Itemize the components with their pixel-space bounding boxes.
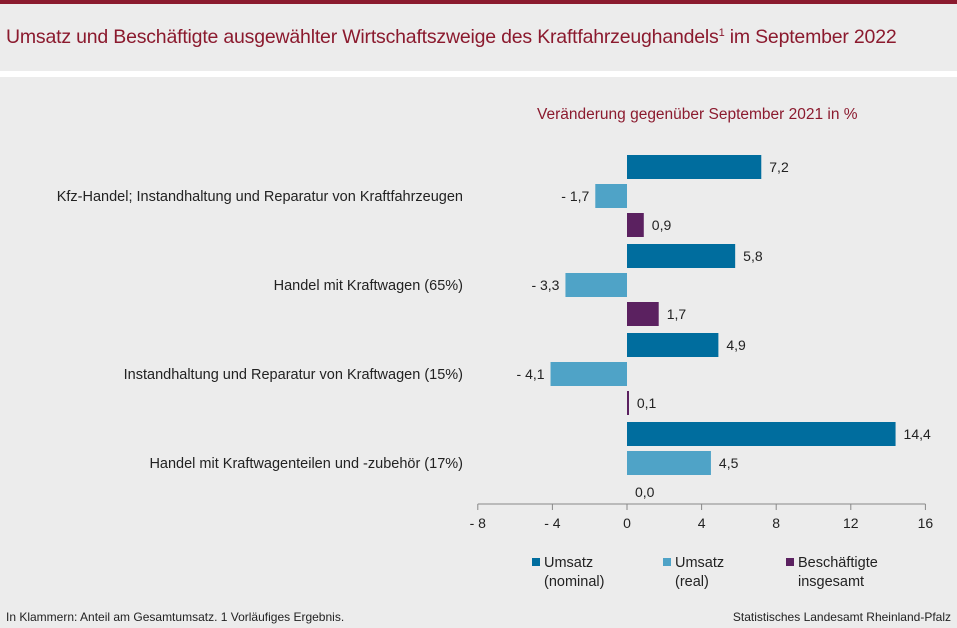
data-label: 0,0 [635,484,655,500]
legend-swatch [663,558,671,566]
data-label: - 1,7 [561,188,589,204]
top-accent-bar [0,0,957,4]
data-label: - 3,3 [531,277,559,293]
data-label: 5,8 [743,248,763,264]
data-label: 0,1 [637,395,657,411]
chart-title: Umsatz und Beschäftigte ausgewählter Wir… [6,26,897,49]
category-label: Instandhaltung und Reparatur von Kraftwa… [124,367,463,383]
category-label: Handel mit Kraftwagen (65%) [274,278,463,294]
bar [627,244,736,268]
bar [627,391,629,415]
chart-subtitle: Veränderung gegenüber September 2021 in … [537,106,858,123]
legend-swatch [532,558,540,566]
source-credit: Statistisches Landesamt Rheinland-Pfalz [732,610,951,624]
title-footnote-mark: 1 [718,27,725,39]
footnote: In Klammern: Anteil am Gesamtumsatz. 1 V… [6,610,345,624]
x-tick-label: 16 [918,515,934,531]
bar [627,451,711,475]
legend-swatch [786,558,794,566]
category-label: Kfz-Handel; Instandhaltung und Reparatur… [57,189,463,205]
x-tick-label: 12 [843,515,859,531]
data-label: - 4,1 [517,366,545,382]
legend-label: insgesamt [798,574,864,590]
data-label: 14,4 [904,426,931,442]
bar [627,333,719,357]
x-tick-label: - 8 [470,515,487,531]
bar [627,155,762,179]
data-label: 0,9 [652,217,672,233]
data-label: 7,2 [769,159,789,175]
bar [627,213,644,237]
legend-label: Umsatz [544,555,593,571]
bar [595,184,627,208]
legend-label: (nominal) [544,574,604,590]
x-tick-label: 0 [623,515,631,531]
category-label: Handel mit Kraftwagenteilen und -zubehör… [149,456,463,472]
data-label: 4,5 [719,455,739,471]
legend-label: Umsatz [675,555,724,571]
title-tail: im September 2022 [724,26,897,48]
title-main: Umsatz und Beschäftigte ausgewählter Wir… [6,26,719,48]
legend-label: (real) [675,574,709,590]
x-tick-label: - 4 [544,515,561,531]
legend-label: Beschäftigte [798,555,878,571]
x-tick-label: 4 [698,515,706,531]
data-label: 4,9 [726,337,746,353]
bar [627,302,659,326]
bar [627,422,896,446]
bar [550,362,627,386]
title-divider [0,71,957,77]
bar [565,273,627,297]
x-tick-label: 8 [772,515,780,531]
data-label: 1,7 [667,306,687,322]
